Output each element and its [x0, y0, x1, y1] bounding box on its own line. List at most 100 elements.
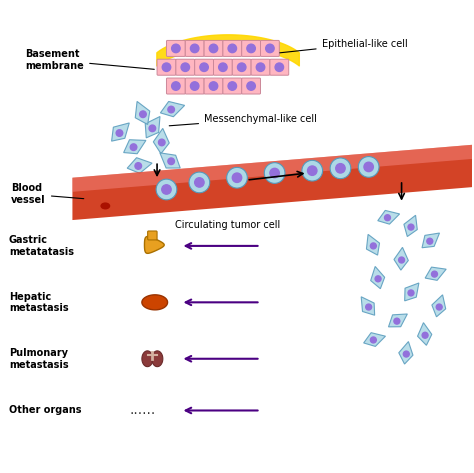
- Circle shape: [158, 139, 165, 146]
- FancyBboxPatch shape: [157, 59, 176, 75]
- FancyBboxPatch shape: [242, 40, 261, 56]
- Polygon shape: [145, 236, 164, 254]
- FancyBboxPatch shape: [223, 40, 242, 56]
- Circle shape: [189, 172, 210, 193]
- Ellipse shape: [191, 82, 199, 90]
- Circle shape: [336, 164, 345, 173]
- Circle shape: [130, 144, 137, 150]
- Circle shape: [135, 163, 142, 169]
- Ellipse shape: [209, 44, 218, 53]
- Ellipse shape: [266, 44, 274, 53]
- Text: Blood
vessel: Blood vessel: [11, 184, 84, 205]
- Circle shape: [427, 238, 433, 244]
- Ellipse shape: [247, 44, 255, 53]
- Circle shape: [366, 304, 372, 310]
- Polygon shape: [142, 295, 168, 310]
- Polygon shape: [364, 333, 385, 346]
- Text: Pulmonary
metastasis: Pulmonary metastasis: [9, 348, 69, 369]
- Circle shape: [384, 215, 391, 220]
- Circle shape: [308, 166, 317, 175]
- Ellipse shape: [191, 44, 199, 53]
- Ellipse shape: [247, 82, 255, 90]
- Polygon shape: [371, 266, 385, 289]
- Text: Circulating tumor cell: Circulating tumor cell: [175, 220, 280, 230]
- Text: Hepatic
metastasis: Hepatic metastasis: [9, 291, 69, 313]
- FancyBboxPatch shape: [195, 59, 213, 75]
- Circle shape: [156, 179, 177, 200]
- Text: Other organs: Other organs: [9, 405, 82, 415]
- Text: Messenchymal-like cell: Messenchymal-like cell: [169, 114, 317, 126]
- Ellipse shape: [275, 63, 283, 71]
- FancyBboxPatch shape: [185, 78, 204, 94]
- Ellipse shape: [237, 63, 246, 71]
- Polygon shape: [394, 247, 408, 270]
- Ellipse shape: [256, 63, 265, 71]
- FancyBboxPatch shape: [242, 78, 261, 94]
- FancyBboxPatch shape: [232, 59, 251, 75]
- Circle shape: [431, 271, 438, 277]
- FancyBboxPatch shape: [148, 231, 157, 240]
- Polygon shape: [405, 283, 419, 301]
- FancyBboxPatch shape: [176, 59, 195, 75]
- Ellipse shape: [172, 82, 180, 90]
- Circle shape: [375, 276, 381, 282]
- Ellipse shape: [181, 63, 190, 71]
- Circle shape: [399, 257, 404, 263]
- Circle shape: [364, 162, 374, 172]
- Polygon shape: [425, 267, 446, 280]
- Polygon shape: [378, 210, 400, 224]
- Ellipse shape: [162, 63, 171, 71]
- Ellipse shape: [228, 82, 237, 90]
- Text: ......: ......: [130, 403, 156, 418]
- Circle shape: [408, 224, 414, 230]
- Circle shape: [370, 243, 376, 249]
- Circle shape: [264, 163, 285, 184]
- Circle shape: [232, 173, 242, 183]
- FancyBboxPatch shape: [166, 40, 185, 56]
- Circle shape: [394, 318, 400, 324]
- Ellipse shape: [219, 63, 227, 71]
- Circle shape: [162, 185, 171, 194]
- FancyBboxPatch shape: [204, 40, 223, 56]
- Circle shape: [422, 333, 428, 338]
- Circle shape: [403, 351, 409, 357]
- Polygon shape: [152, 351, 163, 367]
- Circle shape: [116, 130, 123, 136]
- Circle shape: [140, 111, 146, 117]
- Polygon shape: [153, 128, 169, 154]
- Text: Basement
membrane: Basement membrane: [26, 49, 155, 71]
- Circle shape: [168, 158, 174, 165]
- Polygon shape: [145, 116, 160, 138]
- Polygon shape: [142, 351, 153, 367]
- Polygon shape: [124, 140, 146, 154]
- Circle shape: [330, 158, 351, 179]
- Polygon shape: [366, 234, 380, 255]
- Polygon shape: [73, 145, 472, 220]
- FancyBboxPatch shape: [261, 40, 279, 56]
- Polygon shape: [399, 342, 413, 364]
- Polygon shape: [418, 323, 432, 345]
- Polygon shape: [73, 145, 472, 192]
- Polygon shape: [432, 295, 446, 317]
- Circle shape: [436, 304, 442, 310]
- Polygon shape: [389, 314, 407, 327]
- FancyBboxPatch shape: [213, 59, 232, 75]
- Circle shape: [195, 178, 204, 187]
- Polygon shape: [160, 153, 180, 168]
- Circle shape: [408, 290, 414, 296]
- Polygon shape: [422, 233, 439, 248]
- Polygon shape: [361, 297, 374, 315]
- Polygon shape: [135, 101, 150, 124]
- FancyBboxPatch shape: [251, 59, 270, 75]
- Circle shape: [270, 168, 279, 178]
- Circle shape: [302, 160, 323, 181]
- Polygon shape: [111, 123, 129, 141]
- FancyBboxPatch shape: [185, 40, 204, 56]
- Polygon shape: [127, 158, 152, 173]
- Polygon shape: [160, 101, 185, 117]
- Text: Epithelial-like cell: Epithelial-like cell: [280, 39, 407, 53]
- FancyBboxPatch shape: [270, 59, 289, 75]
- Circle shape: [168, 106, 174, 113]
- FancyBboxPatch shape: [223, 78, 242, 94]
- Ellipse shape: [228, 44, 237, 53]
